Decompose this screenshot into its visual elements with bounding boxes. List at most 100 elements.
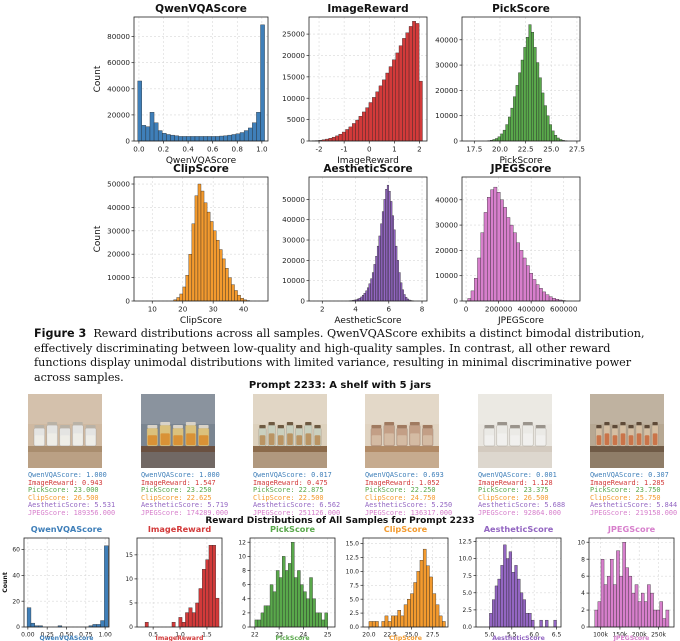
score-line: PickScore: 22.875 bbox=[253, 486, 363, 495]
histogram-bar bbox=[376, 245, 379, 302]
histogram-bar bbox=[548, 296, 553, 302]
jar-lid bbox=[72, 422, 83, 426]
histogram-bar bbox=[515, 85, 519, 142]
x-tick-label: 0.6 bbox=[207, 145, 219, 154]
y-tick-label: 30000 bbox=[435, 61, 458, 70]
histogram-bar bbox=[500, 133, 504, 142]
jar-contents bbox=[523, 433, 533, 445]
y-tick-label: 15 bbox=[125, 552, 133, 559]
histogram-bar bbox=[256, 112, 261, 142]
x-tick-label: 1 bbox=[392, 145, 397, 154]
score-value: 22.625 bbox=[182, 493, 212, 502]
histogram-bar bbox=[355, 119, 360, 142]
histogram-bar bbox=[385, 72, 390, 142]
histogram-bar bbox=[188, 607, 193, 628]
score-value: 23.000 bbox=[69, 486, 99, 495]
shelf-shadow bbox=[141, 452, 215, 468]
histogram-bar bbox=[341, 131, 346, 142]
histogram-bar bbox=[203, 202, 208, 302]
score-value: 26.500 bbox=[69, 493, 99, 502]
axes-frame bbox=[133, 176, 269, 302]
axes-frame bbox=[308, 16, 428, 142]
histogram-bar bbox=[178, 136, 183, 142]
histogram-bar bbox=[597, 601, 602, 628]
shelf bbox=[478, 446, 552, 452]
score-value: 189356.000 bbox=[69, 508, 116, 517]
histogram-bar bbox=[398, 45, 403, 142]
x-tick-label: 25 bbox=[324, 632, 332, 639]
jar-lid bbox=[652, 422, 658, 426]
y-tick-label: 8 bbox=[242, 568, 246, 575]
histogram-bar bbox=[552, 298, 556, 302]
histogram-bar bbox=[637, 601, 642, 628]
axes-frame bbox=[136, 537, 223, 628]
jar-contents bbox=[612, 435, 618, 445]
axes-frame bbox=[308, 176, 428, 302]
x-tick-label: 6 bbox=[386, 305, 391, 314]
score-line: AestheticScore: 5.688 bbox=[478, 502, 588, 510]
score-value: 22.250 bbox=[406, 486, 436, 495]
histogram-bar bbox=[179, 293, 183, 302]
x-tick-label: 0.0 bbox=[133, 145, 145, 154]
x-tick-label: 5.5 bbox=[507, 632, 517, 639]
top-chart-5: JPEGScore 0 200000 400000 600000 0 10000 20000 3… bbox=[435, 163, 581, 326]
y-tick-label: 12.5 bbox=[459, 539, 473, 546]
y-tick-label: 15000 bbox=[282, 72, 305, 81]
top-chart-2: PickScore 17.5 20.0 22.5 25.0 27.5 0 10000 20000… bbox=[435, 3, 585, 166]
histogram-bar bbox=[403, 294, 406, 302]
jar-lid bbox=[612, 425, 618, 429]
histogram-bar bbox=[215, 136, 220, 142]
y-tick-label: 20000 bbox=[107, 110, 130, 119]
y-tick-label: 10000 bbox=[107, 273, 130, 282]
histogram-bar bbox=[324, 612, 328, 628]
x-tick-label: 0.50 bbox=[60, 632, 74, 639]
histogram-bar bbox=[198, 588, 203, 628]
jar-contents bbox=[73, 433, 83, 445]
y-tick-label: 10000 bbox=[282, 94, 305, 103]
histogram-bar bbox=[365, 290, 368, 302]
x-tick-label: 5.0 bbox=[485, 632, 495, 639]
x-axis-label: PickScore bbox=[275, 635, 309, 641]
x-tick-label: 400000 bbox=[517, 305, 545, 314]
histogram-bar bbox=[351, 123, 356, 142]
y-tick-label: 10000 bbox=[435, 271, 458, 280]
histogram-bar bbox=[497, 136, 501, 142]
histogram-bar bbox=[659, 601, 663, 628]
histogram-bar bbox=[178, 617, 183, 628]
score-value: 0.001 bbox=[531, 471, 557, 479]
histogram-bar bbox=[396, 260, 399, 302]
histogram-bar bbox=[388, 66, 393, 142]
histogram-bar bbox=[392, 59, 396, 142]
histogram-bar bbox=[303, 591, 307, 628]
x-tick-label: 22.5 bbox=[384, 632, 398, 639]
histogram-bar bbox=[388, 191, 391, 302]
shelf bbox=[141, 446, 215, 452]
axes-frame bbox=[461, 176, 581, 302]
histogram-bar bbox=[375, 621, 379, 628]
jar-contents bbox=[652, 433, 658, 445]
jar-contents bbox=[186, 433, 196, 445]
histogram-bar bbox=[219, 135, 224, 142]
y-tick-label: 10000 bbox=[435, 111, 458, 120]
jar-contents bbox=[410, 433, 420, 445]
histogram-bar bbox=[191, 612, 196, 628]
y-tick-label: 30000 bbox=[282, 236, 305, 245]
histogram-bar bbox=[194, 136, 200, 142]
score-line: JPEGScore: 189356.000 bbox=[28, 508, 138, 518]
histogram-bar bbox=[153, 122, 159, 142]
histogram-bar bbox=[422, 548, 427, 628]
x-tick-label: 17.5 bbox=[466, 145, 482, 154]
histogram-bar bbox=[185, 612, 189, 628]
x-tick-label: 23 bbox=[275, 632, 283, 639]
histogram-bar bbox=[200, 190, 205, 302]
histogram-bar bbox=[384, 615, 389, 628]
histogram-bar bbox=[358, 116, 363, 142]
jar-lid bbox=[305, 422, 312, 426]
y-axis-label: Count bbox=[2, 572, 9, 593]
jar-lid bbox=[510, 425, 520, 429]
sample-scores: QwenVQAScore: 0.307 ImageReward: 1.285 Pic… bbox=[590, 471, 680, 518]
score-value: 219158.000 bbox=[631, 508, 678, 517]
jar-lid bbox=[160, 422, 171, 426]
score-value: 23.375 bbox=[519, 486, 549, 495]
histogram-bar bbox=[383, 199, 386, 302]
